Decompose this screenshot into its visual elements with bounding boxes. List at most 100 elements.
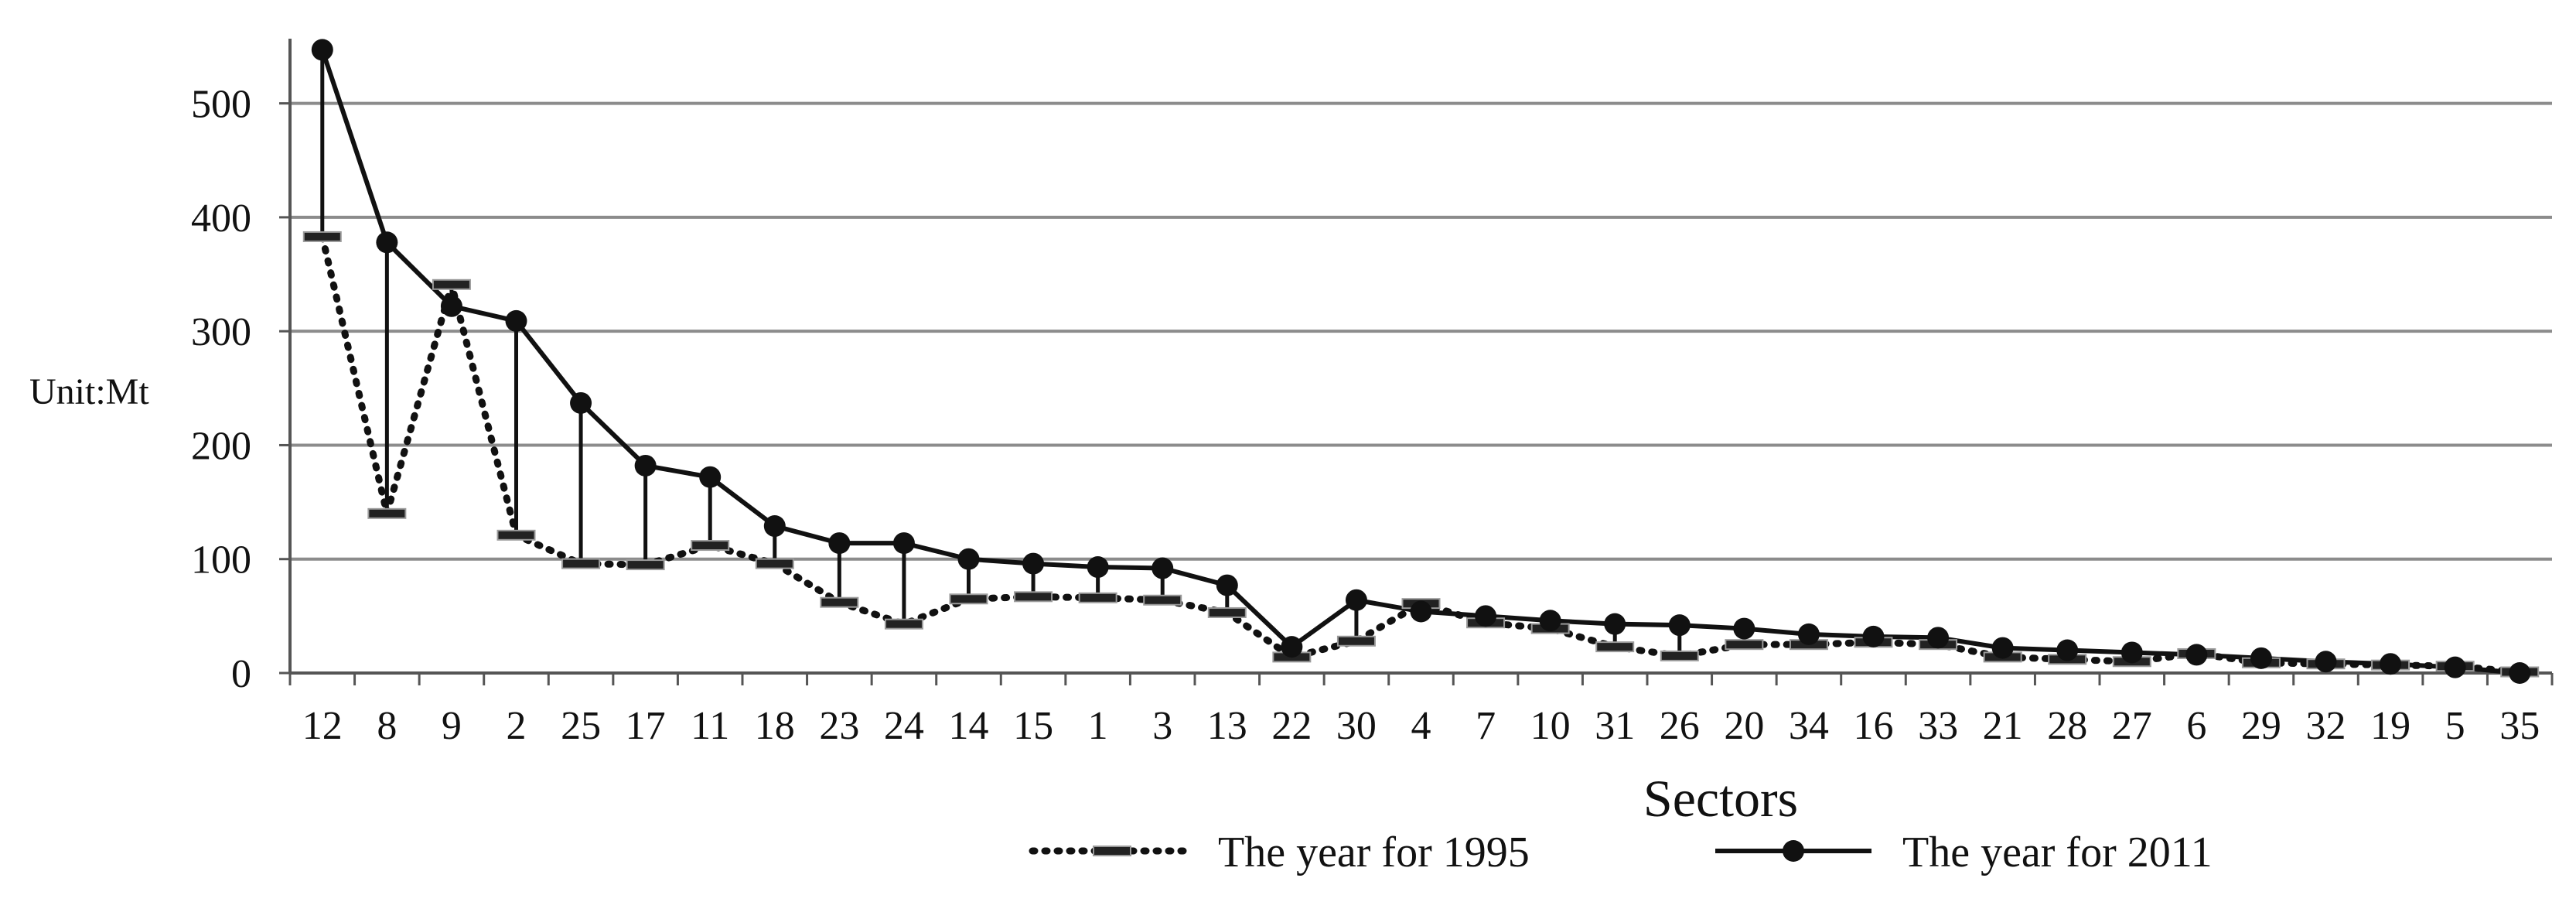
x-tick-label: 21 xyxy=(1983,704,2023,748)
series-lines xyxy=(319,49,2523,676)
series-markers xyxy=(302,39,2540,684)
point-1995 xyxy=(432,278,471,290)
gridlines xyxy=(290,101,2552,561)
point-2011 xyxy=(1410,600,1432,623)
point-1995 xyxy=(1725,639,1764,651)
point-2011 xyxy=(1087,556,1109,579)
point-2011 xyxy=(634,454,657,477)
point-1995 xyxy=(367,507,407,519)
x-tick-label: 17 xyxy=(626,704,666,748)
point-2011 xyxy=(1797,623,1820,645)
point-2011 xyxy=(1281,636,1303,658)
y-axis-title: Unit:Mt xyxy=(29,371,149,412)
point-2011 xyxy=(2315,651,2337,673)
legend-marker-2011 xyxy=(1783,840,1804,862)
point-1995 xyxy=(949,593,988,605)
legend-label-1995: The year for 1995 xyxy=(1218,829,1530,876)
y-tick-label: 100 xyxy=(191,538,251,583)
point-2011 xyxy=(2185,644,2208,666)
x-tick-label: 28 xyxy=(2047,704,2087,748)
legend: The year for 1995 The year for 2011 xyxy=(1029,829,2213,876)
x-tick-label: 18 xyxy=(755,704,795,748)
y-tick-label: 0 xyxy=(231,652,251,696)
point-2011 xyxy=(2380,653,2402,675)
x-tick-label: 31 xyxy=(1595,704,1635,748)
x-axis-title: Sectors xyxy=(1643,769,1798,828)
x-tick-label: 6 xyxy=(2186,704,2206,748)
x-tick-label: 25 xyxy=(561,704,601,748)
x-tick-label: 11 xyxy=(691,704,729,748)
axes xyxy=(279,39,2554,685)
x-tick-label: 3 xyxy=(1152,704,1172,748)
x-tick-label: 9 xyxy=(442,704,462,748)
point-2011 xyxy=(2509,662,2531,684)
y-tick-label: 400 xyxy=(191,196,251,241)
series-line-2011 xyxy=(319,49,2520,675)
x-tick-label: 27 xyxy=(2112,704,2152,748)
point-1995 xyxy=(691,540,730,552)
point-1995 xyxy=(1207,606,1247,618)
x-tick-label: 33 xyxy=(1918,704,1958,748)
legend-label-2011: The year for 2011 xyxy=(1902,829,2213,876)
point-1995 xyxy=(1143,594,1182,606)
x-tick-label: 8 xyxy=(377,704,397,748)
point-1995 xyxy=(755,558,794,569)
point-2011 xyxy=(1475,605,1497,627)
point-2011 xyxy=(311,39,333,61)
point-2011 xyxy=(2121,641,2143,664)
point-2011 xyxy=(957,548,980,570)
point-1995 xyxy=(1336,635,1376,647)
point-1995 xyxy=(561,558,601,569)
x-tick-label: 7 xyxy=(1476,704,1496,748)
point-1995 xyxy=(884,618,923,630)
point-1995 xyxy=(496,529,536,541)
x-tick-label: 29 xyxy=(2241,704,2281,748)
point-2011 xyxy=(440,295,462,317)
x-tick-label: 14 xyxy=(949,704,989,748)
point-2011 xyxy=(376,231,398,254)
point-1995 xyxy=(820,596,859,608)
x-tick-label: 15 xyxy=(1013,704,1053,748)
point-1995 xyxy=(1660,650,1699,661)
point-1995 xyxy=(302,231,342,242)
x-tick-label: 34 xyxy=(1789,704,1829,748)
point-2011 xyxy=(699,466,722,488)
point-2011 xyxy=(570,391,592,414)
difference-lines xyxy=(320,50,2522,673)
x-tick-label: 12 xyxy=(302,704,343,748)
point-2011 xyxy=(505,309,527,332)
x-tick-label: 24 xyxy=(884,704,924,748)
point-2011 xyxy=(1152,557,1174,579)
point-1995 xyxy=(626,559,665,571)
point-1995 xyxy=(1078,592,1117,603)
point-2011 xyxy=(1862,625,1885,647)
x-tick-label: 10 xyxy=(1530,704,1571,748)
y-tick-label: 500 xyxy=(191,83,251,127)
x-tick-label: 16 xyxy=(1854,704,1894,748)
x-tick-label: 13 xyxy=(1207,704,1247,748)
point-2011 xyxy=(1022,552,1045,575)
x-tick-label: 19 xyxy=(2370,704,2411,748)
x-tick-label: 35 xyxy=(2499,704,2540,748)
x-tick-label: 1 xyxy=(1088,704,1108,748)
point-2011 xyxy=(2250,647,2272,669)
y-tick-label: 300 xyxy=(191,310,251,354)
y-tick-label: 200 xyxy=(191,424,251,468)
x-tick-label: 4 xyxy=(1411,704,1431,748)
x-tick-label: 30 xyxy=(1336,704,1377,748)
point-2011 xyxy=(2056,639,2079,661)
point-1995 xyxy=(1014,591,1053,603)
point-2011 xyxy=(892,532,915,555)
legend-marker-1995 xyxy=(1093,846,1131,856)
x-tick-label: 32 xyxy=(2306,704,2346,748)
point-2011 xyxy=(1345,589,1367,611)
point-2011 xyxy=(1216,574,1238,596)
x-tick-label: 26 xyxy=(1660,704,1700,748)
point-2011 xyxy=(1604,613,1626,635)
point-2011 xyxy=(1668,614,1691,637)
point-1995 xyxy=(1595,641,1635,653)
point-2011 xyxy=(828,532,851,555)
